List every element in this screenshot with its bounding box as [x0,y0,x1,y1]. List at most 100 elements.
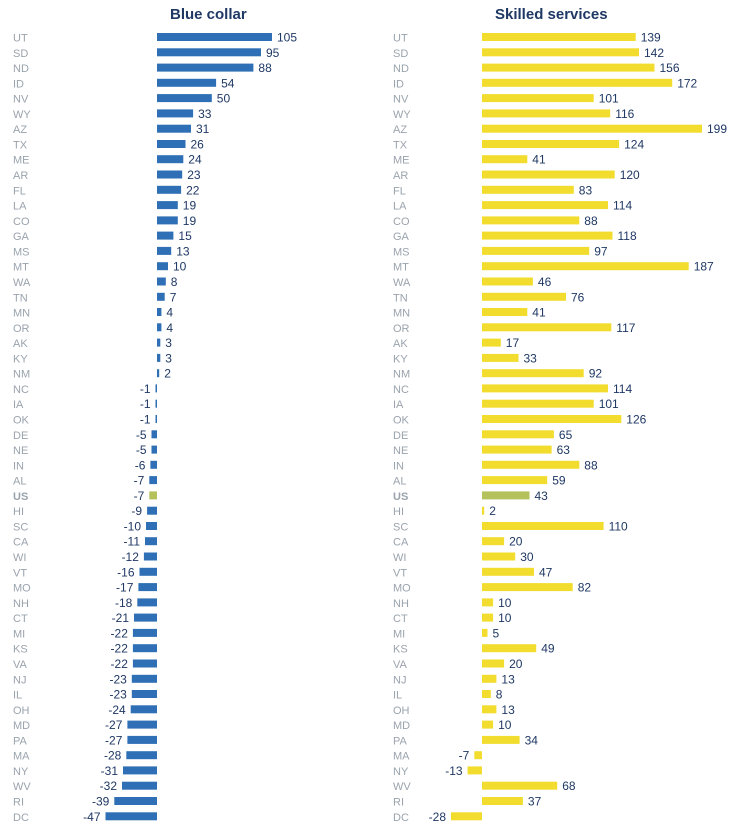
skilled-services-state-label-ca: CA [393,537,409,549]
blue-collar-value-label-nv: 50 [217,92,231,106]
skilled-services-state-label-de: DE [393,430,408,442]
skilled-services-value-label-nm: 92 [589,367,603,381]
skilled-services-bar-tn [482,292,566,301]
skilled-services-state-label-va: VA [393,659,408,671]
skilled-services-value-label-mo: 82 [578,581,592,595]
blue-collar-value-label-az: 31 [196,122,210,136]
skilled-services-state-label-wv: WV [393,781,411,793]
blue-collar-value-label-de: -5 [136,428,147,442]
skilled-services-state-label-or: OR [393,323,410,335]
blue-collar-bar-ri [114,797,157,805]
blue-collar-value-label-oh: -24 [108,703,126,717]
blue-collar-value-label-tx: 26 [191,137,205,151]
blue-collar-value-label-wv: -32 [100,779,118,793]
skilled-services-state-label-sd: SD [393,48,408,60]
skilled-services-value-label-wi: 30 [520,550,534,564]
blue-collar-bar-de [151,430,157,439]
blue-collar-state-label-ms: MS [13,246,30,258]
skilled-services-state-label-nc: NC [393,384,409,396]
blue-collar-bar-me [157,155,184,164]
blue-collar-value-label-ks: -22 [111,642,129,656]
skilled-services-state-label-ak: AK [393,338,408,350]
skilled-services-state-label-me: ME [393,155,410,167]
blue-collar-state-label-ar: AR [13,170,28,182]
blue-collar-bar-co [157,216,178,225]
skilled-services-value-label-ny: -13 [445,764,463,778]
blue-collar-bar-ar [157,170,183,179]
skilled-services-bar-tx [482,140,620,148]
skilled-services-value-label-hi: 2 [489,504,496,518]
skilled-services-state-label-mi: MI [393,628,405,640]
skilled-services-bar-sc [482,522,604,530]
blue-collar-value-label-md: -27 [105,718,123,732]
skilled-services-bar-pa [482,735,520,744]
skilled-services-state-label-fl: FL [393,185,406,197]
skilled-services-bar-ct [482,613,494,622]
blue-collar-state-label-la: LA [13,201,27,213]
blue-collar-state-label-ut: UT [13,33,28,45]
blue-collar-state-label-ks: KS [13,644,28,656]
skilled-services-state-label-oh: OH [393,705,410,717]
skilled-services-bar-ri [482,797,523,805]
blue-collar-state-label-il: IL [13,690,22,702]
blue-collar-state-label-md: MD [13,720,30,732]
blue-collar-value-label-in: -6 [135,458,146,472]
blue-collar-bar-ny [123,766,157,775]
blue-collar-value-label-ma: -28 [104,749,122,763]
blue-collar-value-label-wi: -12 [122,550,140,564]
skilled-services-state-label-ok: OK [393,415,410,427]
blue-collar-value-label-wa: 8 [171,275,178,289]
blue-collar-state-label-nj: NJ [13,674,26,686]
skilled-services-value-label-nj: 13 [501,672,515,686]
blue-collar-bar-ma [126,751,157,760]
skilled-services-bar-wa [482,277,533,286]
blue-collar-bar-ca [145,537,157,546]
blue-collar-state-label-ma: MA [13,751,30,763]
skilled-services-value-label-ok: 126 [626,413,646,427]
blue-collar-bar-ut [157,33,272,41]
skilled-services-value-label-md: 10 [498,718,512,732]
blue-collar-bar-ms [157,246,172,255]
skilled-services-value-label-mn: 41 [532,306,546,320]
skilled-services-state-label-nj: NJ [393,674,406,686]
skilled-services-bar-us [482,491,530,500]
skilled-services-value-label-tn: 76 [571,290,585,304]
blue-collar-value-label-id: 54 [221,76,235,90]
skilled-services-bar-nc [482,384,608,393]
blue-collar-state-label-mi: MI [13,628,25,640]
skilled-services-state-label-md: MD [393,720,410,732]
blue-collar-value-label-sd: 95 [266,46,280,60]
blue-collar-bar-va [132,659,157,668]
skilled-services-value-label-fl: 83 [579,183,593,197]
blue-collar-bar-nv [157,94,212,103]
skilled-services-bar-vt [482,567,534,576]
skilled-services-bar-mo [482,583,573,592]
skilled-services-bar-ne [482,445,552,454]
blue-collar-bar-in [150,460,157,469]
skilled-services-bar-ok [482,415,622,423]
skilled-services-state-label-mt: MT [393,262,409,274]
blue-collar-value-label-nh: -18 [115,596,133,610]
skilled-services-state-label-us: US [393,491,408,503]
blue-collar-state-label-tx: TX [13,139,28,151]
blue-collar-bar-nd [157,63,254,72]
skilled-services-bar-nm [482,369,584,378]
blue-collar-value-label-tn: 7 [170,290,177,304]
blue-collar-value-label-or: 4 [166,321,173,335]
blue-collar-bar-or [157,323,162,332]
blue-collar-state-label-ok: OK [13,415,30,427]
blue-collar-value-label-hi: -9 [131,504,142,518]
skilled-services-bar-mt [482,262,689,271]
blue-collar-state-label-az: AZ [13,124,27,136]
blue-collar-bar-us [149,491,157,500]
blue-collar-bar-ga [157,231,174,240]
skilled-services-value-label-nv: 101 [599,92,619,106]
blue-collar-value-label-co: 19 [183,214,197,228]
blue-collar-state-label-tn: TN [13,292,28,304]
blue-collar-value-label-ok: -1 [140,413,151,427]
blue-collar-bar-wv [122,781,157,790]
blue-collar-state-label-vt: VT [13,567,27,579]
skilled-services-bar-co [482,216,580,225]
skilled-services-value-label-oh: 13 [501,703,515,717]
